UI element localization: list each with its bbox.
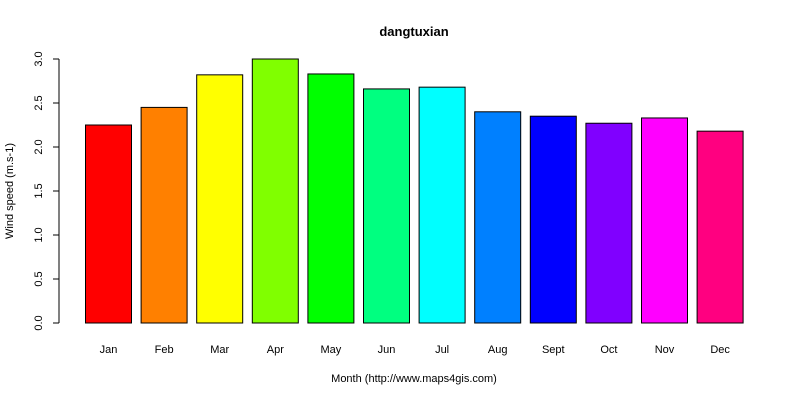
bar-feb xyxy=(140,106,188,324)
bar-jul xyxy=(418,86,466,324)
y-axis-label: Wind speed (m.s-1) xyxy=(4,143,16,239)
bar-sept xyxy=(529,115,577,324)
bar-may xyxy=(307,73,355,324)
bar-oct xyxy=(585,122,633,324)
x-tick-label: Jul xyxy=(435,344,449,356)
bar-aug xyxy=(474,111,522,324)
bar-jan xyxy=(85,124,132,324)
x-tick-label: Sept xyxy=(542,344,565,356)
bar-dec xyxy=(696,130,744,324)
y-tick-label: 3.0 xyxy=(33,51,45,66)
bars xyxy=(85,58,744,324)
x-tick-label: Jan xyxy=(100,344,118,356)
x-tick-label: Aug xyxy=(488,344,508,356)
y-tick-label: 0.0 xyxy=(33,315,45,330)
x-tick-label: Dec xyxy=(710,344,730,356)
y-axis: 0.0 0.5 1.0 1.5 2.0 2.5 3.0 xyxy=(33,51,60,331)
x-tick-label: Jun xyxy=(378,344,396,356)
x-tick-label: Oct xyxy=(600,344,617,356)
chart-title: dangtuxian xyxy=(379,24,448,39)
bar-apr xyxy=(251,58,299,324)
bar-mar xyxy=(196,74,244,324)
x-tick-label: Mar xyxy=(210,344,229,356)
x-tick-label: Apr xyxy=(267,344,284,356)
x-tick-label: Feb xyxy=(155,344,174,356)
bar-nov xyxy=(641,117,688,324)
x-tick-label: May xyxy=(321,344,342,356)
y-tick-label: 2.5 xyxy=(33,95,45,110)
y-tick-label: 2.0 xyxy=(33,139,45,154)
bar-jun xyxy=(363,88,410,324)
x-tick-labels: Jan Feb Mar Apr May Jun Jul Aug Sept Oct Nov Dec xyxy=(100,344,731,356)
y-tick-label: 0.5 xyxy=(33,271,45,286)
x-axis-label: Month (http://www.maps4gis.com) xyxy=(331,373,497,385)
y-tick-label: 1.0 xyxy=(33,227,45,242)
y-tick-label: 1.5 xyxy=(33,183,45,198)
x-tick-label: Nov xyxy=(655,344,675,356)
